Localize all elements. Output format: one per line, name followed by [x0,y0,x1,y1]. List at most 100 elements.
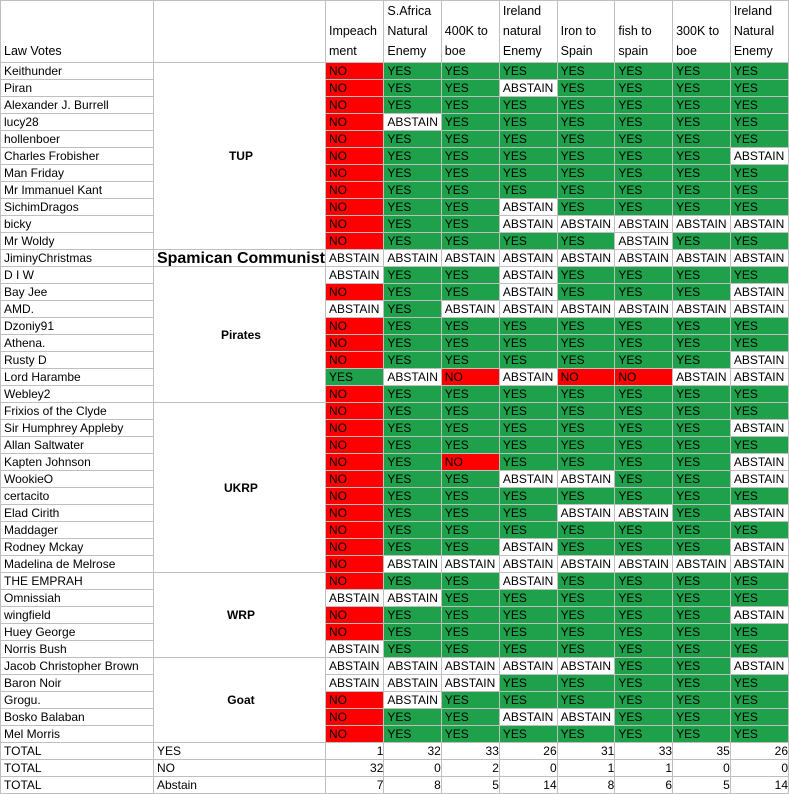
vote-cell[interactable]: ABSTAIN [672,249,731,267]
vote-cell[interactable]: YES [383,164,442,182]
vote-cell[interactable]: NO [324,708,385,726]
member-name-cell[interactable]: Frixios of the Clyde [0,402,154,420]
vote-cell[interactable]: YES [672,453,731,471]
vote-cell[interactable]: YES [614,487,674,505]
party-label-tup[interactable]: TUP [152,62,326,250]
vote-cell[interactable]: YES [672,181,731,199]
vote-cell[interactable]: YES [614,164,674,182]
vote-cell[interactable]: YES [672,351,731,369]
vote-cell[interactable]: YES [672,708,731,726]
vote-cell[interactable]: YES [383,436,442,454]
total-value-cell[interactable]: 33 [614,742,674,760]
member-name-cell[interactable]: Piran [0,79,154,97]
total-value-cell[interactable]: 8 [556,776,616,794]
vote-cell[interactable]: YES [440,79,500,97]
member-name-cell[interactable]: Charles Frobisher [0,147,154,165]
vote-cell[interactable]: YES [729,317,789,335]
vote-cell[interactable]: ABSTAIN [729,453,789,471]
member-name-cell[interactable]: Huey George [0,623,154,641]
vote-cell[interactable]: YES [672,606,731,624]
vote-cell[interactable]: YES [672,487,731,505]
vote-cell[interactable]: YES [556,453,616,471]
vote-cell[interactable]: ABSTAIN [498,283,558,301]
vote-cell[interactable]: YES [556,538,616,556]
member-name-cell[interactable]: Webley2 [0,385,154,403]
vote-cell[interactable]: YES [383,266,442,284]
vote-cell[interactable]: YES [440,96,500,114]
vote-cell[interactable]: YES [672,657,731,675]
vote-cell[interactable]: YES [672,691,731,709]
total-value-cell[interactable]: 35 [672,742,731,760]
party-label-wrp[interactable]: WRP [152,572,326,658]
vote-cell[interactable]: YES [729,436,789,454]
vote-cell[interactable]: YES [383,300,442,318]
total-value-cell[interactable]: 26 [729,742,789,760]
vote-cell[interactable]: YES [672,674,731,692]
vote-cell[interactable]: YES [556,725,616,743]
vote-cell[interactable]: YES [729,198,789,216]
vote-cell[interactable]: YES [672,130,731,148]
member-name-cell[interactable]: Omnissiah [0,589,154,607]
vote-cell[interactable]: YES [672,623,731,641]
vote-cell[interactable]: YES [383,181,442,199]
vote-cell[interactable]: ABSTAIN [383,113,442,131]
vote-cell[interactable]: YES [556,674,616,692]
member-name-cell[interactable]: D I W [0,266,154,284]
vote-cell[interactable]: YES [729,130,789,148]
vote-cell[interactable]: YES [729,725,789,743]
vote-cell[interactable]: YES [729,266,789,284]
vote-cell[interactable]: YES [729,62,789,80]
vote-cell[interactable]: ABSTAIN [672,368,731,386]
vote-cell[interactable]: ABSTAIN [498,249,558,267]
vote-cell[interactable]: YES [383,453,442,471]
vote-cell[interactable]: YES [383,130,442,148]
vote-cell[interactable]: YES [614,181,674,199]
member-name-cell[interactable]: bicky [0,215,154,233]
vote-cell[interactable]: NO [324,79,385,97]
vote-cell[interactable]: ABSTAIN [729,283,789,301]
vote-cell[interactable]: ABSTAIN [556,657,616,675]
vote-cell[interactable]: YES [556,623,616,641]
vote-cell[interactable]: ABSTAIN [729,419,789,437]
vote-cell[interactable]: YES [498,385,558,403]
vote-cell[interactable]: YES [498,419,558,437]
vote-cell[interactable]: ABSTAIN [556,215,616,233]
vote-cell[interactable]: YES [672,317,731,335]
total-value-cell[interactable]: 5 [440,776,500,794]
vote-cell[interactable]: YES [614,79,674,97]
vote-cell[interactable]: YES [729,623,789,641]
vote-cell[interactable]: YES [556,266,616,284]
vote-cell[interactable]: YES [383,198,442,216]
vote-cell[interactable]: YES [556,181,616,199]
vote-cell[interactable]: ABSTAIN [324,640,385,658]
vote-cell[interactable]: ABSTAIN [729,606,789,624]
vote-cell[interactable]: YES [556,62,616,80]
vote-cell[interactable]: YES [383,538,442,556]
vote-cell[interactable]: ABSTAIN [383,674,442,692]
vote-cell[interactable]: ABSTAIN [440,555,500,573]
vote-cell[interactable]: ABSTAIN [729,300,789,318]
vote-cell[interactable]: YES [672,589,731,607]
vote-cell[interactable]: NO [324,351,385,369]
total-value-cell[interactable]: 6 [614,776,674,794]
party-label-ukrp[interactable]: UKRP [152,402,326,573]
vote-cell[interactable]: YES [614,317,674,335]
vote-cell[interactable]: YES [672,334,731,352]
vote-cell[interactable]: YES [440,504,500,522]
vote-cell[interactable]: NO [324,96,385,114]
vote-cell[interactable]: YES [440,640,500,658]
vote-cell[interactable]: NO [324,130,385,148]
total-label-cell[interactable]: TOTAL [0,759,154,777]
member-name-cell[interactable]: AMD. [0,300,154,318]
vote-cell[interactable]: YES [614,708,674,726]
vote-cell[interactable]: YES [498,317,558,335]
member-name-cell[interactable]: lucy28 [0,113,154,131]
vote-cell[interactable]: YES [440,215,500,233]
vote-cell[interactable]: YES [729,96,789,114]
vote-cell[interactable]: YES [383,96,442,114]
header-col-ireland[interactable]: Ireland natural Enemy [498,0,558,63]
member-name-cell[interactable]: Madelina de Melrose [0,555,154,573]
vote-cell[interactable]: YES [614,62,674,80]
vote-cell[interactable]: ABSTAIN [556,470,616,488]
vote-cell[interactable]: ABSTAIN [614,249,674,267]
